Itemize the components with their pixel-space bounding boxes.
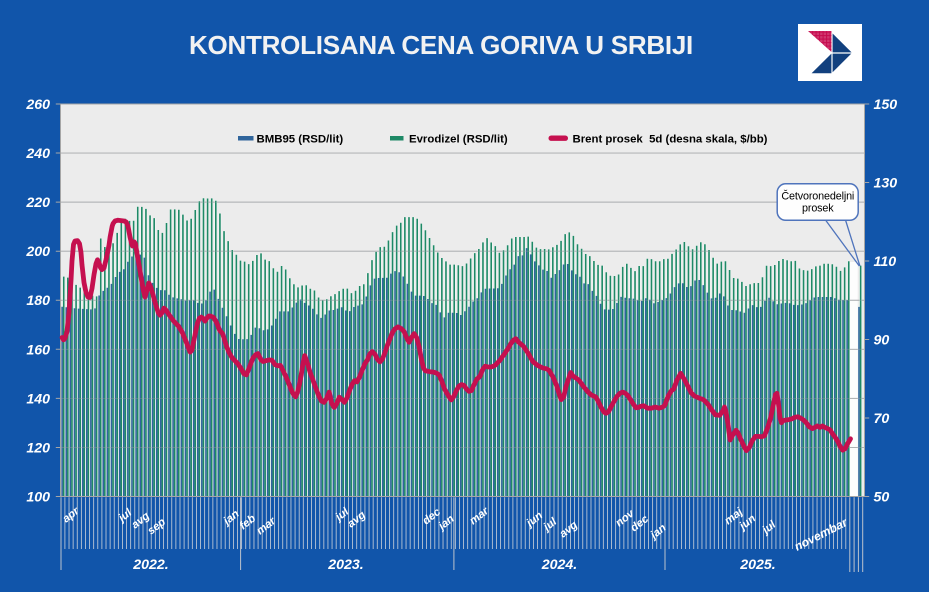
svg-text:120: 120 bbox=[26, 440, 50, 456]
svg-text:160: 160 bbox=[26, 342, 50, 358]
svg-text:260: 260 bbox=[25, 97, 50, 113]
svg-text:50: 50 bbox=[874, 490, 890, 506]
svg-text:90: 90 bbox=[874, 333, 890, 349]
svg-text:2024.: 2024. bbox=[541, 557, 578, 573]
svg-text:KONTROLISANA CENA GORIVA U SRB: KONTROLISANA CENA GORIVA U SRBIJI bbox=[189, 30, 693, 60]
svg-text:130: 130 bbox=[874, 176, 898, 192]
svg-text:2023.: 2023. bbox=[327, 557, 364, 573]
svg-text:110: 110 bbox=[874, 254, 897, 270]
svg-text:220: 220 bbox=[25, 195, 50, 211]
svg-text:70: 70 bbox=[874, 411, 890, 427]
svg-text:150: 150 bbox=[874, 97, 898, 113]
svg-text:180: 180 bbox=[26, 293, 50, 309]
svg-text:Četvoronedeljni: Četvoronedeljni bbox=[781, 189, 854, 202]
svg-text:prosek: prosek bbox=[802, 203, 834, 215]
svg-text:BMB95 (RSD/lit): BMB95 (RSD/lit) bbox=[257, 134, 344, 146]
svg-text:140: 140 bbox=[26, 391, 50, 407]
svg-text:200: 200 bbox=[25, 244, 50, 260]
svg-text:240: 240 bbox=[25, 146, 50, 162]
svg-text:Brent prosek 5d (desna skala,: Brent prosek 5d (desna skala, $/bb) bbox=[573, 134, 768, 146]
svg-text:Evrodizel (RSD/lit): Evrodizel (RSD/lit) bbox=[409, 134, 508, 146]
svg-text:2022.: 2022. bbox=[132, 557, 169, 573]
svg-text:2025.: 2025. bbox=[739, 557, 776, 573]
svg-text:100: 100 bbox=[26, 490, 50, 506]
